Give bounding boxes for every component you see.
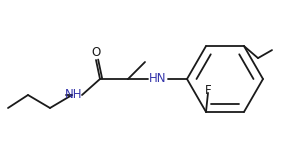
Text: HN: HN: [149, 72, 167, 86]
Text: NH: NH: [65, 88, 83, 102]
Text: O: O: [91, 46, 101, 60]
Text: F: F: [205, 84, 211, 97]
